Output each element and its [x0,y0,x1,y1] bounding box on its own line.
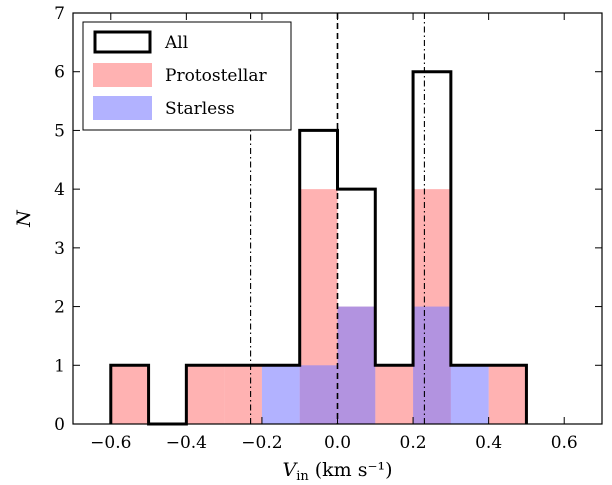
x-tick-label-6: 0.6 [551,433,578,453]
y-tick-label-4: 4 [54,180,65,200]
legend-swatch-starless [93,96,152,120]
legend-label-protostellar: Protostellar [165,66,267,86]
x-tick-label-4: 0.2 [400,433,427,453]
y-axis-ticks: 0 1 2 3 4 5 6 7 [54,4,602,435]
y-tick-label-6: 6 [54,63,65,83]
x-tick-label-0: −0.6 [90,433,131,453]
x-axis-label: Vin (km s⁻¹) [282,459,392,484]
legend-label-all: All [164,33,188,53]
plot-area [72,12,603,426]
x-tick-label-2: −0.2 [241,433,282,453]
y-tick-label-2: 2 [54,298,65,318]
legend-swatch-all [93,30,152,54]
y-tick-label-1: 1 [54,356,65,376]
x-tick-label-1: −0.4 [166,433,207,453]
x-tick-label-5: 0.4 [475,433,502,453]
bar-protostellar-10 [488,365,527,424]
legend-swatch-protostellar [93,63,152,87]
bar-protostellar-0 [110,365,149,424]
x-axis-label-subscript: in [296,469,309,484]
legend-label-starless: Starless [165,99,235,119]
bar-starless-5 [299,365,338,424]
axis-labels: Vin (km s⁻¹) N [13,209,393,484]
y-tick-label-5: 5 [54,121,65,141]
bar-starless-6 [337,306,376,424]
legend: All Protostellar Starless [82,21,292,131]
bar-protostellar-3 [224,365,262,424]
y-tick-label-7: 7 [54,4,65,24]
bar-starless-9 [450,365,489,424]
bar-starless-8 [413,306,451,424]
bar-starless-4 [261,365,300,424]
x-axis-label-symbol: V [282,459,298,481]
x-axis-ticks: −0.6 −0.4 −0.2 0.0 0.2 0.4 0.6 [90,13,578,453]
x-axis-label-unit: (km s⁻¹) [315,459,393,481]
x-tick-label-3: 0.0 [324,433,351,453]
y-tick-label-3: 3 [54,239,65,259]
bar-protostellar-2 [186,365,225,424]
y-axis-label: N [13,209,35,228]
y-tick-label-0: 0 [54,415,65,435]
bar-protostellar-7 [375,365,414,424]
